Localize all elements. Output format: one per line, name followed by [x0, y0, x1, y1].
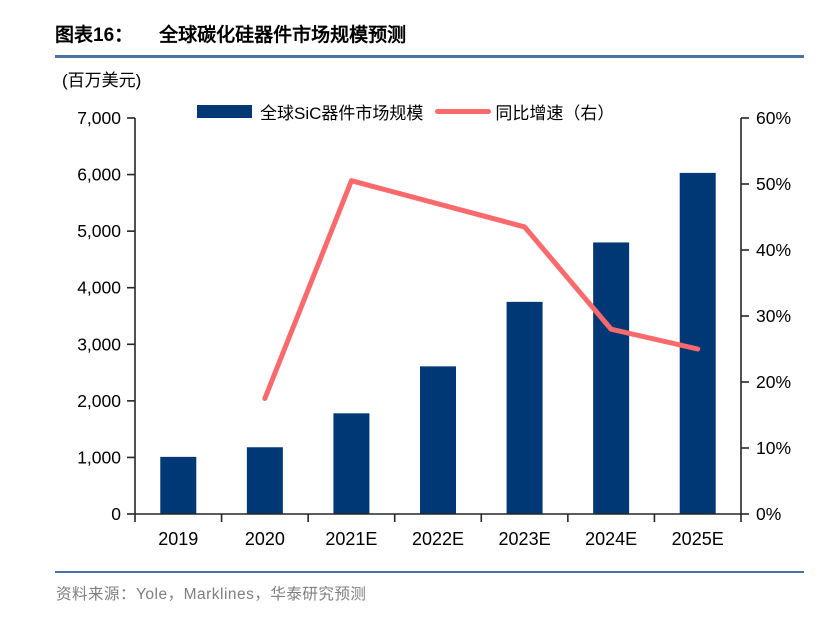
left-axis-tick-label: 5,000: [77, 221, 121, 241]
bar-2023E: [506, 301, 543, 514]
line-series-label: 同比增速（右）: [495, 104, 615, 123]
bar-2021E: [333, 413, 370, 514]
figure-title: 全球碳化硅器件市场规模预测: [159, 25, 407, 46]
figure-title-row: 图表16： 全球碳化硅器件市场规模预测: [55, 20, 406, 47]
x-axis-category-label: 2025E: [672, 529, 724, 549]
bar-2025E: [679, 172, 716, 515]
right-axis-tick-label: 10%: [756, 438, 791, 458]
left-axis-tick-label: 4,000: [77, 278, 121, 298]
x-axis-category-label: 2022E: [412, 529, 464, 549]
right-axis-tick-label: 50%: [756, 174, 791, 194]
bar-series-swatch-icon: [197, 105, 252, 118]
source-text: 资料来源：Yole，Marklines，华泰研究预测: [56, 586, 367, 603]
figure-label: 图表16：: [55, 25, 134, 46]
x-axis-category-label: 2020: [245, 529, 285, 549]
bar-2020: [246, 447, 283, 514]
left-axis-tick-label: 0: [111, 504, 121, 524]
left-axis-tick-label: 1,000: [77, 447, 121, 467]
growth-line: [262, 178, 701, 401]
x-axis-category-label: 2023E: [499, 529, 551, 549]
right-axis-tick-label: 60%: [756, 108, 791, 128]
left-axis-tick-label: 3,000: [77, 334, 121, 354]
left-axis-tick-label: 2,000: [77, 391, 121, 411]
bar-2019: [160, 456, 197, 514]
right-axis-tick-label: 40%: [756, 240, 791, 260]
source-divider-rule: [55, 571, 804, 573]
chart-legend: 全球SiC器件市场规模 同比增速（右）: [197, 99, 614, 124]
right-axis-tick-label: 20%: [756, 372, 791, 392]
x-axis-category-label: 2021E: [325, 529, 377, 549]
left-axis-unit-label: (百万美元): [62, 71, 142, 90]
title-underline-rule: [55, 55, 804, 58]
legend-item-bar-series: 全球SiC器件市场规模: [197, 99, 423, 124]
bar-series-label: 全球SiC器件市场规模: [260, 104, 424, 123]
right-axis-tick-label: 0%: [756, 504, 781, 524]
right-axis-tick-label: 30%: [756, 306, 791, 326]
legend-item-line-series: 同比增速（右）: [435, 99, 614, 124]
x-axis-category-label: 2019: [158, 529, 198, 549]
line-series-swatch-icon: [435, 109, 492, 114]
x-axis-category-label: 2024E: [585, 529, 637, 549]
bar-2024E: [593, 242, 630, 514]
left-axis-tick-label: 6,000: [77, 165, 121, 185]
bar-2022E: [420, 366, 456, 514]
left-axis-tick-label: 7,000: [77, 108, 121, 128]
